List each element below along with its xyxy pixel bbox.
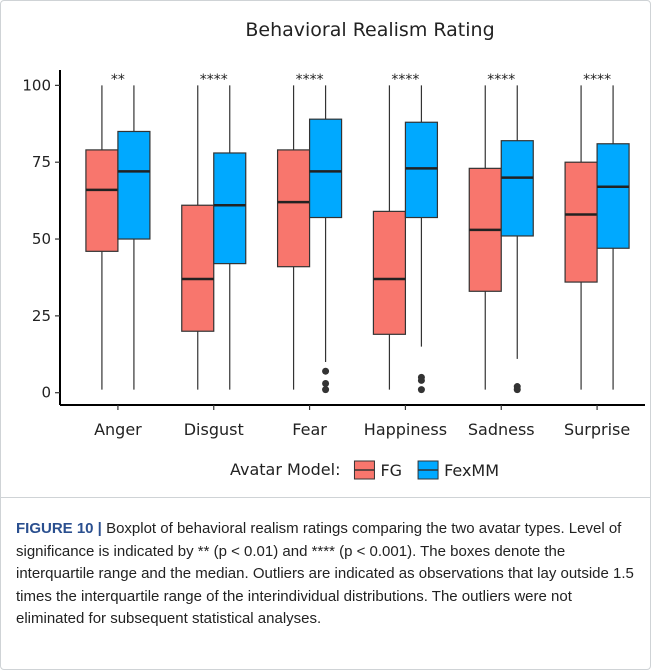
x-tick-label: Sadness [468,420,535,439]
annotation: **** [583,72,611,88]
annotation: **** [200,72,228,88]
y-tick-label: 0 [41,384,51,402]
box [596,143,630,249]
x-tick-label: Disgust [184,420,244,439]
y-tick-label: 25 [32,307,51,325]
outlier [513,386,521,394]
legend-label: FexMM [444,461,499,480]
x-tick-label: Surprise [564,420,630,439]
chart-title: Behavioral Realism Rating [245,19,494,41]
y-tick-label: 75 [32,153,51,171]
outlier [322,379,330,387]
box [564,161,598,283]
x-tick-label: Happiness [364,420,447,439]
legend-title: Avatar Model: [230,460,340,479]
outlier [322,367,330,375]
annotation: **** [296,72,324,88]
caption: FIGURE 10 | Boxplot of behavioral realis… [16,518,634,631]
y-tick-label: 50 [32,230,51,248]
box [181,204,215,332]
x-tick-label: Fear [292,420,327,439]
annotation: ** [111,72,125,88]
box [117,130,151,240]
outlier [417,386,425,394]
box [372,210,407,335]
annotation: **** [391,72,419,88]
y-tick-label: 100 [22,76,51,94]
outlier [322,386,330,394]
box [85,149,119,252]
outlier [417,376,425,384]
box [276,149,311,268]
caption-label: FIGURE 10 | [16,520,102,537]
annotation: **** [487,72,515,88]
x-tick-label: Anger [94,420,142,439]
box [308,118,343,219]
legend-label: FG [380,461,402,480]
divider [0,497,651,498]
caption-text: Boxplot of behavioral realism ratings co… [16,520,634,627]
box [213,152,247,265]
chart: Behavioral Realism Rating 0 25 50 75 100 Ange… [22,19,645,480]
box [404,121,439,219]
box [500,140,534,237]
